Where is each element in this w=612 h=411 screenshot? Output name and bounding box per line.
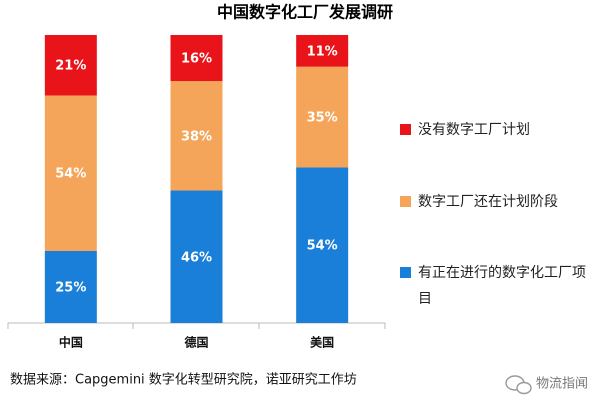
source-note: 数据来源：Capgemini 数字化转型研究院，诺亚研究工作坊	[10, 373, 357, 388]
data-label: 54%	[55, 167, 86, 182]
data-label: 21%	[55, 59, 86, 74]
bar-segment	[170, 35, 223, 82]
watermark: 物流指闻	[536, 377, 588, 392]
data-label: 16%	[181, 52, 212, 67]
data-label: 46%	[181, 250, 212, 265]
watermark-icon	[505, 375, 532, 395]
legend-label: 有正在进行的数字化工厂项目	[418, 265, 586, 307]
data-label: 54%	[307, 239, 338, 254]
chart-title: 中国数字化工厂发展调研	[217, 3, 393, 22]
legend-label: 没有数字工厂计划	[418, 122, 530, 138]
legend-item: 没有数字工厂计划	[398, 117, 598, 143]
bar-segment	[44, 35, 97, 96]
bar-segment	[44, 95, 97, 251]
legend-swatch	[400, 124, 411, 135]
bar-segment	[296, 66, 349, 168]
x-tick-label: 德国	[184, 335, 208, 350]
legend-label: 数字工厂还在计划阶段	[418, 194, 558, 210]
bar-segment	[44, 251, 97, 323]
bar-segment	[296, 167, 349, 323]
bar-segment	[170, 81, 223, 191]
legend-swatch	[400, 196, 411, 207]
data-label: 25%	[55, 281, 86, 296]
data-label: 38%	[181, 129, 212, 144]
legend-item: 数字工厂还在计划阶段	[398, 189, 598, 215]
x-tick-label: 中国	[59, 335, 83, 350]
bar-segment	[296, 35, 349, 67]
bar-segment	[170, 190, 223, 323]
data-label: 11%	[307, 44, 338, 59]
data-label: 35%	[307, 111, 338, 126]
legend-item: 有正在进行的数字化工厂项目	[398, 260, 598, 312]
x-tick-label: 美国	[310, 335, 334, 350]
legend-swatch	[400, 267, 411, 278]
